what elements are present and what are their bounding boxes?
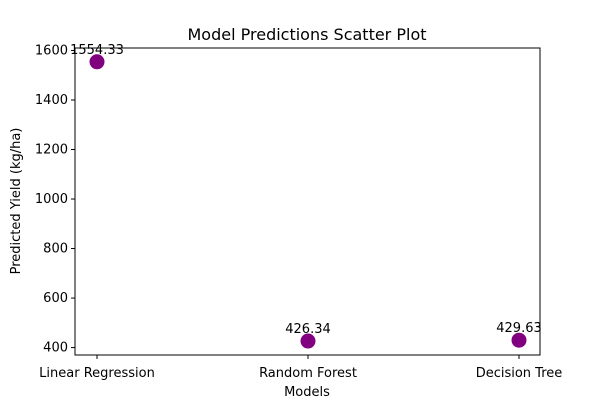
plot-frame xyxy=(74,47,541,356)
y-tick-label: 600 xyxy=(43,291,68,306)
data-label: 429.63 xyxy=(496,321,542,336)
data-label: 1554.33 xyxy=(70,43,124,58)
data-point xyxy=(300,333,316,349)
y-axis-label: Predicted Yield (kg/ha) xyxy=(9,128,24,275)
y-tick-label: 400 xyxy=(43,341,68,356)
y-tick-label: 1400 xyxy=(35,93,68,108)
y-tick-label: 1600 xyxy=(35,43,68,58)
x-tick-label: Random Forest xyxy=(259,366,357,381)
data-point xyxy=(511,332,527,348)
y-tick-label: 1000 xyxy=(35,192,68,207)
data-label: 426.34 xyxy=(285,322,331,337)
data-point xyxy=(89,54,105,70)
y-tick-label: 800 xyxy=(43,242,68,257)
x-axis-label: Models xyxy=(284,385,330,400)
x-tick-label: Decision Tree xyxy=(476,366,563,381)
y-tick-label: 1200 xyxy=(35,143,68,158)
x-tick-label: Linear Regression xyxy=(39,366,155,381)
chart-marks: 400 600 800 1000 1200 1400 1600 Linear Regressi… xyxy=(35,43,562,381)
chart-title: Model Predictions Scatter Plot xyxy=(188,25,427,44)
